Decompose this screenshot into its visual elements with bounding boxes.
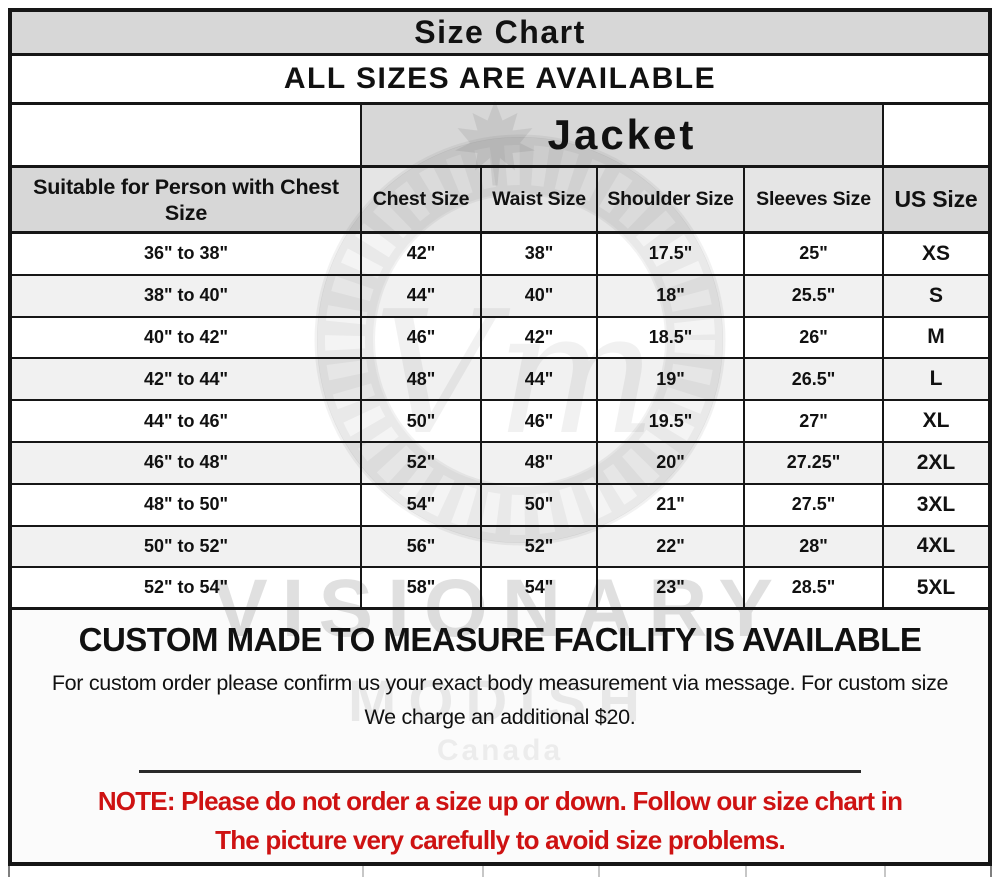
table-row-l: 42" to 44" 48" 44" 19" 26.5" L	[12, 359, 988, 402]
cell-person-chest: 44" to 46"	[12, 401, 362, 441]
cell-chest: 52"	[362, 442, 482, 483]
grid-tick	[598, 866, 600, 877]
cell-sleeves: 26"	[745, 317, 884, 358]
cell-us-size: 4XL	[916, 534, 956, 558]
table-row-4xl: 50" to 52" 56" 52" 22" 28" 4XL	[12, 526, 988, 569]
grid-tick	[362, 866, 364, 877]
cell-us-size: XS	[921, 241, 950, 265]
cell-waist: 42"	[482, 317, 598, 358]
size-chart-table: Size Chart ALL SIZES ARE AVAILABLE Jacke…	[8, 8, 992, 866]
cell-us-size: 5XL	[916, 575, 956, 599]
size-note-line2: The picture very carefully to avoid size…	[215, 824, 786, 855]
cell-us-size: XL	[922, 409, 950, 433]
column-header-chest: Chest Size	[362, 168, 482, 231]
cell-person-chest: 40" to 42"	[12, 317, 362, 358]
cell-sleeves: 27.25"	[745, 442, 884, 483]
column-header-shoulder: Shoulder Size	[598, 168, 745, 231]
cell-chest: 54"	[362, 484, 482, 525]
cell-waist: 48"	[482, 442, 598, 483]
cell-person-chest: 36" to 38"	[12, 234, 362, 274]
cell-shoulder: 22"	[598, 526, 745, 567]
column-header-waist: Waist Size	[482, 168, 598, 231]
table-row-2xl: 46" to 48" 52" 48" 20" 27.25" 2XL	[12, 442, 988, 485]
cell-person-chest: 38" to 40"	[12, 275, 362, 316]
empty-cell	[12, 105, 362, 165]
table-row-5xl: 52" to 54" 58" 54" 23" 28.5" 5XL	[12, 568, 988, 611]
cell-chest: 50"	[362, 401, 482, 441]
cell-shoulder: 20"	[598, 442, 745, 483]
custom-order-text-line2: We charge an additional $20.	[364, 705, 636, 730]
table-row-3xl: 48" to 50" 54" 50" 21" 27.5" 3XL	[12, 484, 988, 527]
grid-tick	[482, 866, 484, 877]
cell-person-chest: 46" to 48"	[12, 442, 362, 483]
cell-waist: 46"	[482, 401, 598, 441]
cell-sleeves: 27"	[745, 401, 884, 441]
cell-waist: 38"	[482, 234, 598, 274]
cell-waist: 52"	[482, 526, 598, 567]
cell-sleeves: 28"	[745, 526, 884, 567]
grid-tick	[884, 866, 886, 877]
cell-shoulder: 19.5"	[598, 401, 745, 441]
cell-person-chest: 48" to 50"	[12, 484, 362, 525]
column-header-suitable: Suitable for Person with Chest Size	[12, 168, 362, 231]
cell-chest: 46"	[362, 317, 482, 358]
cell-us-size: S	[928, 283, 943, 307]
table-row-s: 38" to 40" 44" 40" 18" 25.5" S	[12, 275, 988, 318]
cell-chest: 56"	[362, 526, 482, 567]
cell-chest: 48"	[362, 359, 482, 400]
cell-waist: 54"	[482, 568, 598, 608]
column-header-sleeves: Sleeves Size	[745, 168, 884, 231]
cell-waist: 44"	[482, 359, 598, 400]
cell-us-size: M	[927, 325, 945, 349]
cell-us-size: L	[929, 367, 943, 391]
cell-sleeves: 25"	[745, 234, 884, 274]
cell-person-chest: 50" to 52"	[12, 526, 362, 567]
cell-person-chest: 52" to 54"	[12, 568, 362, 608]
custom-order-section: CUSTOM MADE TO MEASURE FACILITY IS AVAIL…	[12, 610, 988, 862]
cell-us-size: 2XL	[916, 450, 956, 474]
custom-order-heading: CUSTOM MADE TO MEASURE FACILITY IS AVAIL…	[78, 621, 922, 659]
cell-chest: 58"	[362, 568, 482, 608]
column-header-us-size: US Size	[884, 168, 988, 231]
table-row-xl: 44" to 46" 50" 46" 19.5" 27" XL	[12, 401, 988, 443]
cell-sleeves: 28.5"	[745, 568, 884, 608]
size-note-line1: NOTE: Please do not order a size up or d…	[97, 785, 903, 816]
availability-banner-row: ALL SIZES ARE AVAILABLE	[12, 56, 988, 105]
custom-order-text-line1: For custom order please confirm us your …	[51, 671, 949, 696]
table-row-xs: 36" to 38" 42" 38" 17.5" 25" XS	[12, 234, 988, 276]
group-header-jacket: Jacket	[362, 105, 884, 165]
cell-shoulder: 23"	[598, 568, 745, 608]
grid-tick	[990, 866, 992, 877]
table-row-m: 40" to 42" 46" 42" 18.5" 26" M	[12, 317, 988, 360]
cell-sleeves: 27.5"	[745, 484, 884, 525]
grid-tick	[745, 866, 747, 877]
cell-waist: 40"	[482, 275, 598, 316]
cell-shoulder: 19"	[598, 359, 745, 400]
cell-person-chest: 42" to 44"	[12, 359, 362, 400]
cell-sleeves: 25.5"	[745, 275, 884, 316]
cell-chest: 42"	[362, 234, 482, 274]
column-header-row: Suitable for Person with Chest Size Ches…	[12, 168, 988, 234]
grid-tick	[8, 866, 10, 877]
cell-shoulder: 17.5"	[598, 234, 745, 274]
page-title: Size Chart	[414, 14, 586, 50]
availability-banner: ALL SIZES ARE AVAILABLE	[283, 62, 717, 95]
cell-shoulder: 18.5"	[598, 317, 745, 358]
divider	[139, 770, 861, 773]
cell-waist: 50"	[482, 484, 598, 525]
size-chart-title-row: Size Chart	[12, 12, 988, 56]
cell-chest: 44"	[362, 275, 482, 316]
cutoff-grid-strip	[8, 866, 992, 877]
cell-shoulder: 21"	[598, 484, 745, 525]
cell-shoulder: 18"	[598, 275, 745, 316]
cell-sleeves: 26.5"	[745, 359, 884, 400]
group-header-row: Jacket	[12, 105, 988, 168]
cell-us-size: 3XL	[916, 492, 956, 516]
empty-cell	[884, 105, 988, 165]
